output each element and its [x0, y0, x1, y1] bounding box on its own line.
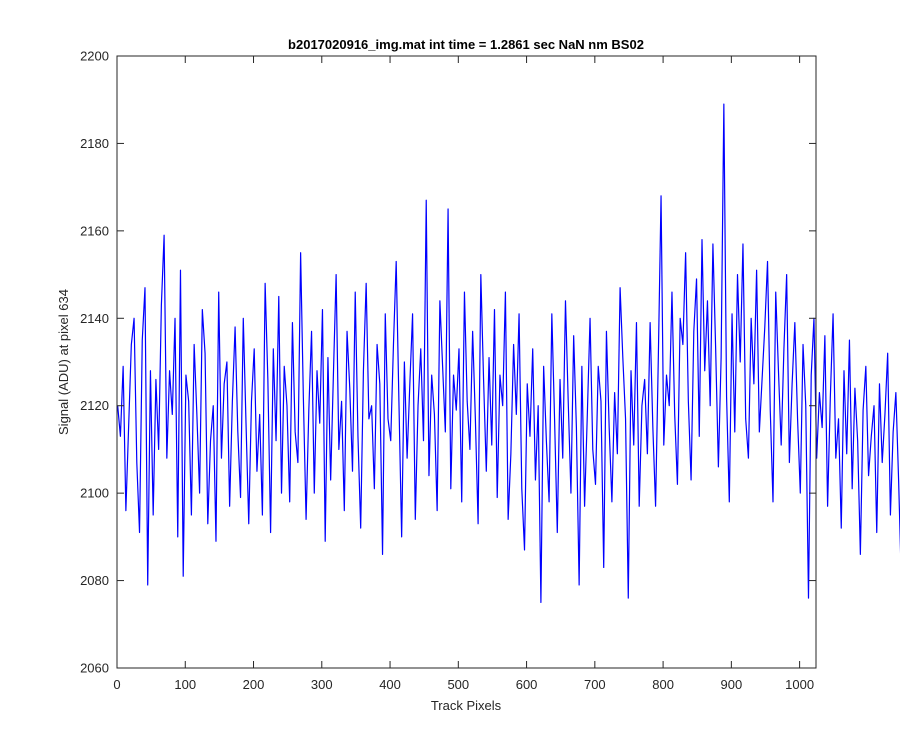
y-tick-label: 2080 [80, 573, 109, 588]
x-tick-label: 100 [174, 677, 196, 692]
tick-layer: 0 100 200 300 400 500 600 700 800 900 1000 2060 2080… [80, 49, 816, 692]
y-tick-label: 2180 [80, 136, 109, 151]
x-tick-label: 800 [652, 677, 674, 692]
x-tick-label: 500 [447, 677, 469, 692]
y-tick-label: 2100 [80, 486, 109, 501]
y-axis-label: Signal (ADU) at pixel 634 [56, 289, 71, 435]
x-tick-label: 600 [516, 677, 538, 692]
series-layer [117, 103, 900, 604]
chart-title: b2017020916_img.mat int time = 1.2861 se… [288, 37, 644, 52]
y-tick-label: 2160 [80, 223, 109, 238]
axes-box [116, 55, 817, 669]
y-tick-label: 2120 [80, 398, 109, 413]
y-tick-label: 2200 [80, 49, 109, 64]
axes-layer [116, 55, 817, 669]
x-tick-label: 700 [584, 677, 606, 692]
y-tick-label: 2060 [80, 661, 109, 676]
x-tick-label: 900 [721, 677, 743, 692]
x-axis-label: Track Pixels [431, 698, 502, 713]
x-tick-label: 400 [379, 677, 401, 692]
x-tick-label: 0 [113, 677, 120, 692]
y-tick-label: 2140 [80, 311, 109, 326]
series-line-0 [117, 103, 900, 604]
x-tick-label: 200 [243, 677, 265, 692]
x-tick-label: 300 [311, 677, 333, 692]
x-tick-label: 1000 [785, 677, 814, 692]
